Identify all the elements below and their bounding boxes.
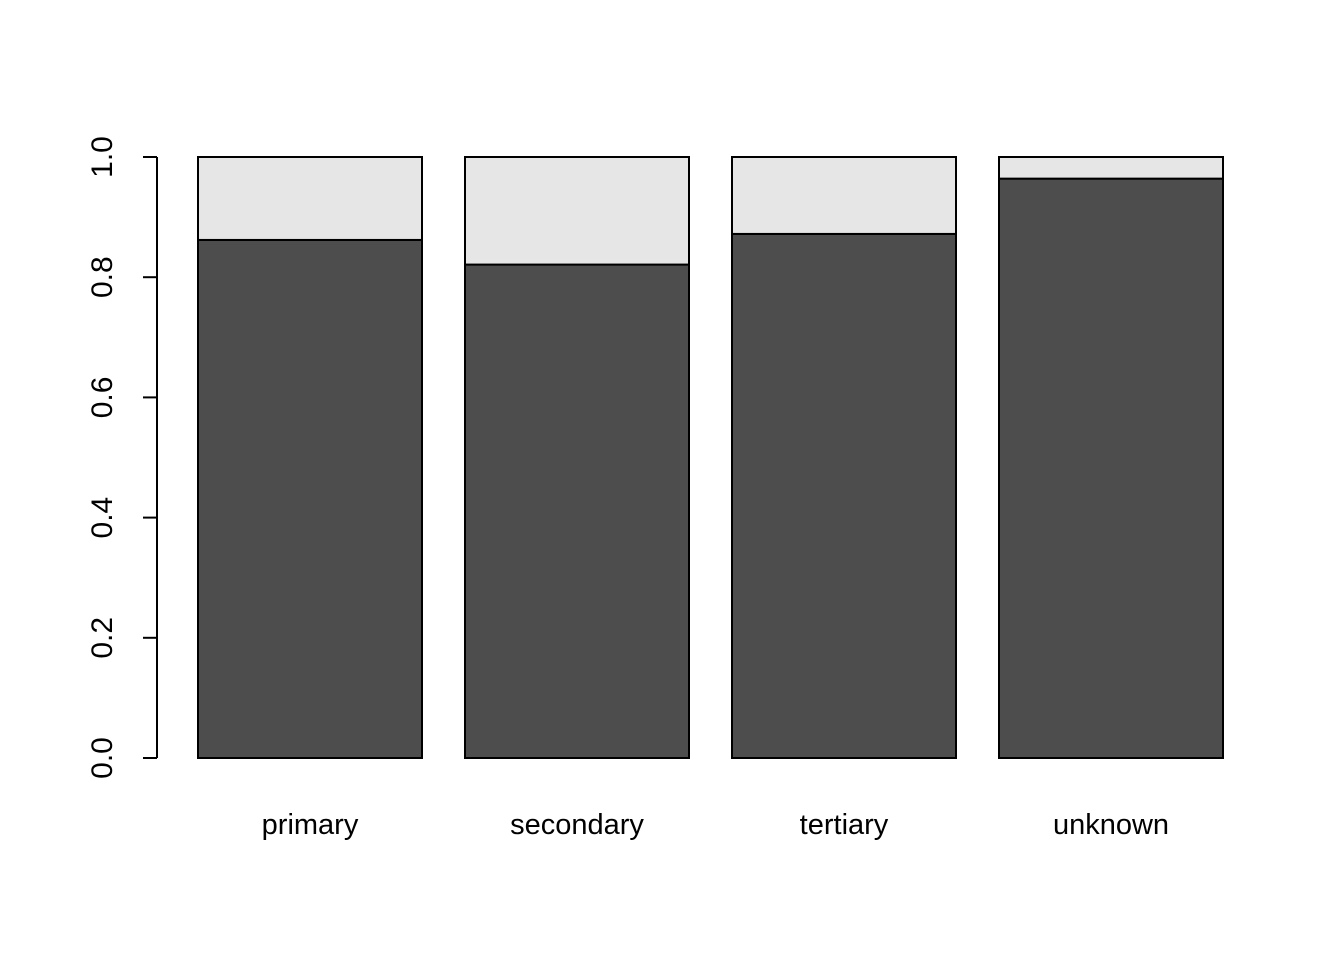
x-category-label: secondary	[510, 809, 644, 841]
y-tick-label: 0.8	[86, 256, 119, 298]
bar-tertiary-segment-1	[731, 232, 957, 760]
y-axis: 0.0 0.2 0.4 0.6 0.8 1.0	[86, 136, 158, 779]
y-tick-label: 0.0	[86, 737, 119, 779]
y-tick-label: 0.4	[86, 497, 119, 539]
x-category-label: unknown	[1053, 809, 1169, 841]
bar-tertiary-segment-2	[731, 156, 957, 235]
x-category-label: primary	[262, 809, 359, 841]
bar-primary-segment-1	[197, 238, 423, 760]
y-tick-label: 0.6	[86, 377, 119, 419]
x-category-label: tertiary	[800, 809, 889, 841]
y-tick-label: 0.2	[86, 617, 119, 659]
x-axis-labels: primary secondary tertiary unknown	[262, 809, 1169, 841]
bars-group	[197, 156, 1224, 760]
bar-unknown-segment-2	[998, 156, 1224, 180]
bar-unknown-segment-1	[998, 177, 1224, 760]
bar-primary-segment-2	[197, 156, 423, 241]
bar-secondary-segment-2	[464, 156, 690, 266]
y-tick-label: 1.0	[86, 136, 119, 178]
bar-secondary-segment-1	[464, 263, 690, 759]
